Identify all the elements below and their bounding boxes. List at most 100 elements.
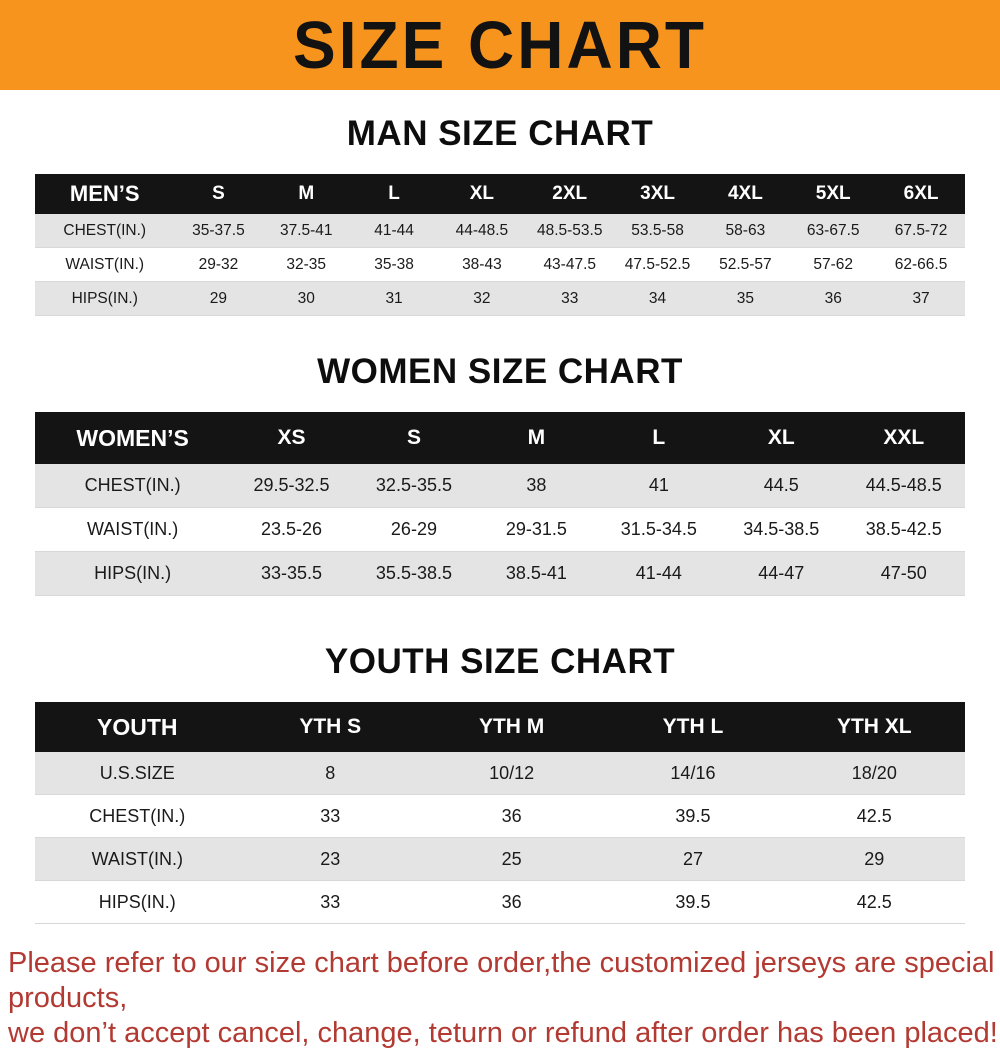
value-cell: 47.5-52.5 [613,247,702,282]
value-cell: 41 [597,464,721,508]
table-row: CHEST(IN.) 35-37.5 37.5-41 41-44 44-48.5 48.5… [35,214,965,248]
row-label-cell: CHEST(IN.) [35,464,231,508]
row-label-cell: CHEST(IN.) [35,214,175,248]
table-row: HIPS(IN.) 33-35.5 35.5-38.5 38.5-41 41-44 44-… [35,551,965,596]
row-label-cell: HIPS(IN.) [35,281,175,316]
size-header-cell: 2XL [525,174,614,214]
size-header-cell: YTH L [602,702,784,752]
value-cell: 37.5-41 [262,214,351,248]
value-cell: 67.5-72 [877,214,965,248]
table-row: U.S.SIZE 8 10/12 14/16 18/20 [35,752,965,795]
value-cell: 29-31.5 [475,507,598,552]
value-cell: 42.5 [783,880,965,924]
table-row: HIPS(IN.) 29 30 31 32 33 34 35 36 37 [35,281,965,316]
row-label-cell: WAIST(IN.) [35,247,175,282]
value-cell: 36 [420,794,603,838]
size-chart-banner: SIZE CHART [0,0,1000,90]
women-size-table: WOMEN’S XS S M L XL XXL CHEST(IN.) 29.5-32.5 32.5… [35,412,965,596]
size-header-cell: L [350,174,438,214]
value-cell: 33-35.5 [230,551,353,596]
value-cell: 35.5-38.5 [352,551,476,596]
table-row: WAIST(IN.) 23.5-26 26-29 29-31.5 31.5-34.5 34… [35,507,965,552]
value-cell: 37 [877,281,965,316]
size-header-cell: YTH XL [783,702,965,752]
value-cell: 23 [239,837,421,881]
value-cell: 38.5-41 [475,551,598,596]
row-label-cell: WAIST(IN.) [35,507,231,552]
table-row: WAIST(IN.) 23 25 27 29 [35,837,965,881]
value-cell: 52.5-57 [701,247,790,282]
value-cell: 32 [437,281,526,316]
value-cell: 38 [475,464,598,508]
value-cell: 38-43 [437,247,526,282]
value-cell: 26-29 [352,507,476,552]
value-cell: 58-63 [701,214,790,248]
value-cell: 18/20 [783,752,965,795]
value-cell: 48.5-53.5 [525,214,614,248]
youth-size-chart-heading: YOUTH SIZE CHART [324,642,676,681]
table-title-cell: MEN’S [35,174,175,214]
value-cell: 44-47 [720,551,843,596]
value-cell: 35-38 [350,247,438,282]
size-header-cell: 3XL [613,174,702,214]
value-cell: 57-62 [789,247,878,282]
value-cell: 31.5-34.5 [597,507,721,552]
size-header-cell: XL [437,174,526,214]
value-cell: 10/12 [420,752,603,795]
value-cell: 44.5-48.5 [842,464,965,508]
value-cell: 25 [420,837,603,881]
value-cell: 43-47.5 [525,247,614,282]
men-size-table: MEN’S S M L XL 2XL 3XL 4XL 5XL 6XL CHEST(IN.) 35-37… [35,174,965,316]
table-title-cell: YOUTH [35,702,240,752]
value-cell: 63-67.5 [789,214,878,248]
size-header-cell: M [475,412,598,464]
table-header-row: MEN’S S M L XL 2XL 3XL 4XL 5XL 6XL [35,174,965,214]
row-label-cell: HIPS(IN.) [35,880,240,924]
value-cell: 41-44 [350,214,438,248]
size-header-cell: XS [230,412,353,464]
value-cell: 35 [701,281,790,316]
value-cell: 35-37.5 [174,214,263,248]
table-header-row: WOMEN’S XS S M L XL XXL [35,412,965,464]
size-header-cell: S [174,174,263,214]
value-cell: 23.5-26 [230,507,353,552]
value-cell: 29.5-32.5 [230,464,353,508]
value-cell: 29 [783,837,965,881]
value-cell: 44-48.5 [437,214,526,248]
table-row: CHEST(IN.) 33 36 39.5 42.5 [35,794,965,838]
value-cell: 34 [613,281,702,316]
size-header-cell: XL [720,412,843,464]
table-header-row: YOUTH YTH S YTH M YTH L YTH XL [35,702,965,752]
value-cell: 33 [239,880,421,924]
value-cell: 27 [602,837,784,881]
value-cell: 42.5 [783,794,965,838]
value-cell: 39.5 [602,794,784,838]
value-cell: 29 [174,281,263,316]
size-header-cell: 6XL [877,174,965,214]
value-cell: 30 [262,281,351,316]
value-cell: 53.5-58 [613,214,702,248]
value-cell: 41-44 [597,551,721,596]
footer-notice: Please refer to our size chart before or… [0,946,1000,1051]
table-row: HIPS(IN.) 33 36 39.5 42.5 [35,880,965,924]
size-header-cell: 4XL [701,174,790,214]
size-header-cell: XXL [842,412,965,464]
value-cell: 14/16 [602,752,784,795]
size-header-cell: S [352,412,476,464]
value-cell: 33 [239,794,421,838]
value-cell: 8 [239,752,421,795]
table-row: CHEST(IN.) 29.5-32.5 32.5-35.5 38 41 44.5 44.5… [35,464,965,508]
size-header-cell: M [262,174,351,214]
value-cell: 38.5-42.5 [842,507,965,552]
value-cell: 39.5 [602,880,784,924]
table-row: WAIST(IN.) 29-32 32-35 35-38 38-43 43-47.5 47.… [35,247,965,282]
banner-title: SIZE CHART [293,7,707,83]
value-cell: 44.5 [720,464,843,508]
value-cell: 36 [789,281,878,316]
value-cell: 47-50 [842,551,965,596]
row-label-cell: U.S.SIZE [35,752,240,795]
row-label-cell: WAIST(IN.) [35,837,240,881]
man-size-chart-heading: MAN SIZE CHART [346,114,654,153]
value-cell: 31 [350,281,438,316]
footer-line-1: Please refer to our size chart before or… [8,947,995,1014]
